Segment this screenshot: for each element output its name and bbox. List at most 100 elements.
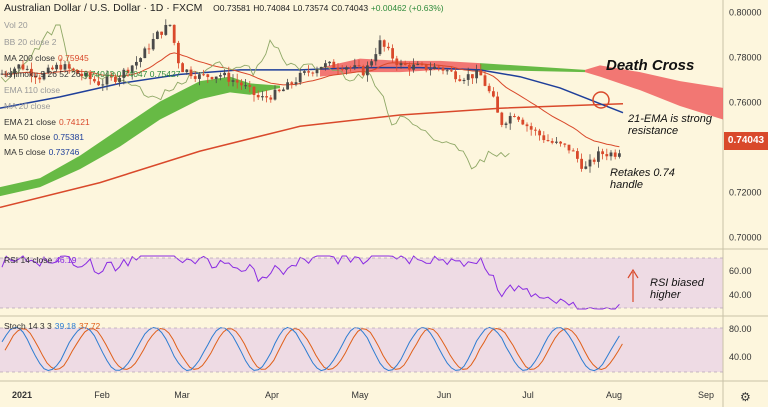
time-tick-label: Jun bbox=[437, 390, 452, 400]
candle-body bbox=[332, 61, 336, 68]
candle-body bbox=[130, 65, 134, 73]
candle-body bbox=[576, 151, 579, 159]
candle-body bbox=[513, 116, 516, 118]
candle-body bbox=[542, 135, 546, 141]
ohlc-open: O0.73581 bbox=[213, 3, 251, 13]
candle-body bbox=[210, 77, 214, 80]
legend-item[interactable]: Ichimoku 9 26 52 26 0.74043 0.74047 0.754… bbox=[4, 69, 181, 79]
candle-body bbox=[403, 63, 407, 65]
time-tick-label: Jul bbox=[522, 390, 534, 400]
legend-item[interactable]: Vol 20 bbox=[4, 20, 28, 30]
candle-body bbox=[135, 61, 138, 66]
candle-body bbox=[479, 70, 483, 76]
cloud-green-2 bbox=[480, 63, 585, 73]
legend-item[interactable]: MA 20 close bbox=[4, 101, 51, 111]
candle-body bbox=[160, 31, 163, 35]
candle-body bbox=[416, 64, 420, 66]
candle-body bbox=[504, 123, 508, 125]
candle-body bbox=[517, 116, 520, 120]
candle-body bbox=[445, 70, 449, 72]
oscillator-panes bbox=[0, 255, 723, 373]
last-price-tag: 0.74043 bbox=[724, 132, 768, 150]
time-tick-label: Aug bbox=[606, 390, 622, 400]
candle-body bbox=[550, 141, 554, 143]
price-tick-label: 0.70000 bbox=[729, 233, 762, 243]
price-tick-label: 0.76000 bbox=[729, 97, 762, 107]
retakes-label-1: Retakes 0.74 bbox=[610, 167, 675, 179]
candle-body bbox=[475, 70, 478, 79]
candle-body bbox=[223, 72, 226, 76]
cloud-red-future bbox=[585, 65, 723, 120]
candle-body bbox=[109, 76, 113, 78]
rsi-tick-label: 60.00 bbox=[729, 266, 752, 276]
candle-body bbox=[63, 64, 67, 70]
candle-body bbox=[588, 159, 592, 167]
retakes-label-2: handle bbox=[610, 179, 644, 191]
candle-body bbox=[580, 158, 583, 169]
candle-body bbox=[424, 64, 428, 70]
legend-item[interactable]: MA 50 close 0.75381 bbox=[4, 132, 85, 142]
candle-body bbox=[244, 85, 247, 87]
legend-item[interactable]: EMA 110 close bbox=[4, 85, 61, 95]
legend-item[interactable]: EMA 21 close 0.74121 bbox=[4, 117, 90, 127]
price-tick-label: 0.80000 bbox=[729, 7, 762, 17]
price-tick-label: 0.72000 bbox=[729, 188, 762, 198]
candle-body bbox=[97, 81, 100, 86]
legend-item[interactable]: MA 200 close 0.75945 bbox=[4, 53, 89, 63]
candle-body bbox=[290, 82, 294, 85]
candle-body bbox=[529, 126, 533, 130]
candle-body bbox=[546, 140, 550, 142]
gear-icon[interactable]: ⚙ bbox=[740, 390, 751, 404]
candle-body bbox=[483, 75, 487, 86]
candle-body bbox=[126, 69, 130, 73]
candle-body bbox=[395, 58, 399, 66]
candle-body bbox=[67, 64, 71, 69]
candle-body bbox=[450, 70, 453, 72]
candle-body bbox=[298, 72, 302, 83]
candle-body bbox=[42, 72, 46, 80]
candle-body bbox=[420, 64, 424, 66]
candle-body bbox=[55, 64, 58, 70]
candle-body bbox=[303, 71, 306, 73]
legend-item[interactable]: BB 20 close 2 bbox=[4, 37, 57, 47]
symbol-header: Australian Dollar / U.S. Dollar · 1D · F… bbox=[4, 2, 444, 14]
candle-body bbox=[324, 63, 327, 67]
candle-body bbox=[571, 150, 575, 152]
candle-body bbox=[261, 96, 264, 98]
candle-body bbox=[399, 63, 403, 66]
ma200-line bbox=[0, 102, 624, 209]
candle-body bbox=[441, 67, 445, 71]
candle-body bbox=[240, 82, 243, 86]
candle-body bbox=[156, 31, 159, 39]
candle-body bbox=[387, 46, 390, 49]
candle-body bbox=[408, 64, 411, 70]
time-tick-label: Feb bbox=[94, 390, 110, 400]
candle-body bbox=[30, 68, 33, 76]
candle-body bbox=[206, 74, 210, 78]
candle-body bbox=[0, 73, 4, 75]
candle-body bbox=[118, 77, 121, 82]
candle-body bbox=[311, 72, 315, 74]
time-tick-label: Apr bbox=[265, 390, 279, 400]
candle-body bbox=[235, 80, 239, 83]
candle-body bbox=[114, 76, 117, 82]
candle-body bbox=[462, 79, 466, 82]
candle-body bbox=[269, 97, 273, 100]
death-cross-circle bbox=[592, 91, 610, 109]
candle-body bbox=[277, 89, 281, 92]
stoch-d-line bbox=[4, 327, 623, 371]
stoch-legend[interactable]: Stoch 14 3 3 39.18 37.72 bbox=[4, 321, 101, 331]
ema-resistance-label-2: resistance bbox=[628, 125, 679, 137]
candle-body bbox=[412, 64, 415, 70]
rsi-legend[interactable]: RSI 14 close 46.19 bbox=[4, 255, 77, 265]
candle-body bbox=[525, 124, 529, 127]
candle-body bbox=[361, 66, 365, 76]
candle-body bbox=[534, 129, 537, 131]
candle-body bbox=[609, 152, 613, 157]
ema-resistance-label-1: 21-EMA is strong bbox=[628, 113, 712, 125]
candle-body bbox=[88, 73, 92, 80]
candle-body bbox=[437, 66, 441, 68]
legend-item[interactable]: MA 5 close 0.73746 bbox=[4, 147, 80, 157]
candle-body bbox=[72, 68, 75, 71]
